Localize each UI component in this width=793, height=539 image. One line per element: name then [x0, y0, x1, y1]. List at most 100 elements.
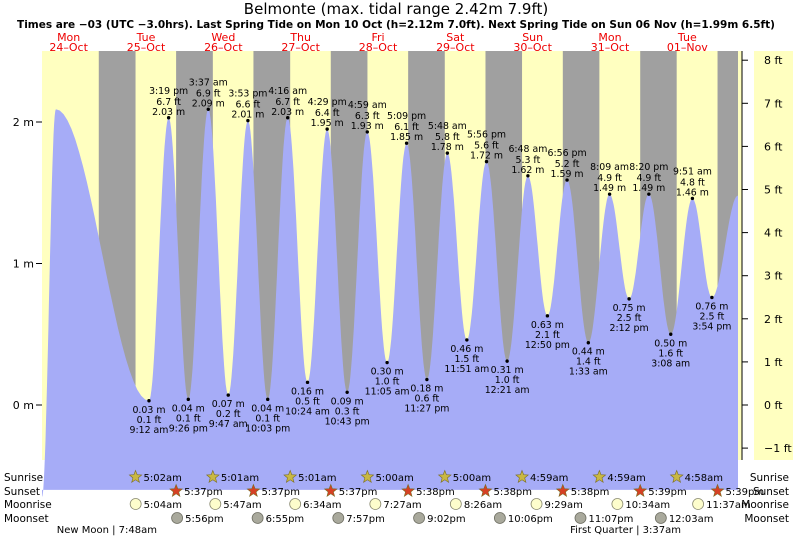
- tide-time-label: 3:37 am: [189, 77, 228, 88]
- tide-point: [586, 341, 591, 345]
- tide-height-m-label: 0.31 m: [491, 365, 524, 376]
- day-header-date: 26–Oct: [204, 41, 243, 54]
- tide-time-label: 5:48 am: [428, 121, 467, 132]
- tide-point: [425, 377, 429, 382]
- tide-height-m-label: 1.46 m: [676, 187, 709, 198]
- moonset-time: 7:57pm: [346, 514, 385, 525]
- tide-time-label: 9:12 am: [130, 425, 169, 436]
- day-header-date: 30–Oct: [513, 41, 552, 54]
- sunrise-time: 4:59am: [530, 473, 568, 484]
- tide-time-label: 2:12 pm: [610, 323, 649, 334]
- sunset-time: 5:37pm: [184, 487, 223, 498]
- moonset-time: 11:07pm: [588, 514, 633, 525]
- tide-point: [526, 174, 530, 178]
- tide-time-label: 10:43 pm: [325, 416, 370, 427]
- tide-height-m-label: 1.49 m: [593, 183, 626, 194]
- tide-time-label: 3:08 am: [651, 358, 690, 369]
- tide-height-m-label: 0.75 m: [613, 303, 646, 314]
- moonset-time: 6:55pm: [266, 514, 305, 525]
- tide-time-label: 9:47 am: [209, 419, 248, 430]
- moonrise-time: 11:37am: [706, 500, 751, 511]
- tide-point: [266, 397, 270, 402]
- sunset-time: 5:39pm: [726, 487, 765, 498]
- tide-height-ft-label: 6.7 ft: [275, 97, 300, 108]
- sunset-icon: [401, 483, 416, 497]
- chart-subtitle: Times are −03 (UTC −3.0hrs). Last Spring…: [17, 19, 775, 31]
- moonset-icon: [413, 512, 425, 524]
- tide-height-ft-label: 0.3 ft: [335, 406, 360, 417]
- tide-labels: 0.03 m0.1 ft9:12 am3:19 pm6.7 ft2.03 m0.…: [130, 77, 732, 435]
- tide-point: [710, 295, 714, 300]
- tide-point: [484, 159, 489, 164]
- sunset-time: 5:37pm: [339, 487, 378, 498]
- tide-height-ft-label: 2.5 ft: [700, 311, 725, 322]
- tide-time-label: 5:56 pm: [467, 130, 506, 141]
- moonset-icon: [493, 512, 506, 524]
- tide-height-m-label: 1.62 m: [511, 165, 544, 176]
- tide-point: [385, 360, 389, 365]
- ft-axis-tick-label: 3 ft: [764, 270, 783, 283]
- tide-height-ft-label: 6.7 ft: [156, 97, 181, 108]
- tide-height-m-label: 0.09 m: [331, 396, 364, 407]
- day-header-date: 29–Oct: [436, 41, 475, 54]
- tide-height-ft-label: 0.6 ft: [415, 394, 440, 405]
- tide-point: [246, 118, 250, 123]
- sunset-time: 5:37pm: [261, 487, 300, 498]
- sunset-time: 5:38pm: [416, 487, 455, 498]
- sunrise-time: 5:01am: [221, 473, 259, 484]
- tide-time-label: 9:51 am: [673, 166, 712, 177]
- tide-height-ft-label: 6.9 ft: [196, 88, 221, 99]
- tide-height-m-label: 0.76 m: [695, 301, 728, 312]
- tide-point: [166, 116, 171, 120]
- moonrise-time: 9:29am: [545, 500, 583, 511]
- tide-height-ft-label: 1.4 ft: [576, 357, 601, 368]
- day-header-date: 24–Oct: [49, 41, 88, 54]
- tide-height-m-label: 0.18 m: [410, 384, 443, 395]
- tide-height-ft-label: 1.6 ft: [658, 348, 683, 359]
- row-label-right-sunrise: Sunrise: [750, 472, 789, 484]
- moonset-icon: [251, 512, 264, 524]
- moonset-time: 10:06pm: [508, 514, 553, 525]
- sunset-icon: [246, 483, 261, 497]
- tide-time-label: 12:50 pm: [525, 340, 570, 351]
- sunrise-time: 5:01am: [298, 473, 336, 484]
- tide-time-label: 10:24 am: [285, 406, 330, 417]
- tide-height-ft-label: 1.0 ft: [375, 377, 400, 388]
- tide-time-label: 10:03 pm: [245, 423, 290, 434]
- tide-height-m-label: 0.04 m: [251, 403, 284, 414]
- row-label-left-sunrise: Sunrise: [4, 472, 43, 484]
- tide-height-ft-label: 5.3 ft: [516, 155, 541, 166]
- tide-point: [505, 359, 509, 363]
- tide-height-m-label: 0.46 m: [450, 344, 483, 355]
- moonrise-icon: [692, 498, 705, 510]
- tide-height-m-label: 1.78 m: [431, 142, 464, 153]
- tide-height-ft-label: 1.5 ft: [454, 354, 479, 365]
- tide-time-label: 4:59 am: [348, 100, 387, 111]
- tide-point: [607, 192, 612, 196]
- sunset-icon: [710, 483, 725, 497]
- sunrise-icon: [205, 469, 220, 483]
- tide-point: [186, 397, 190, 402]
- chart-title: Belmonte (max. tidal range 2.42m 7.9ft): [244, 0, 548, 18]
- tide-time-label: 6:48 am: [508, 144, 547, 155]
- moonrise-icon: [289, 498, 302, 510]
- sunrise-time: 5:00am: [453, 473, 491, 484]
- tide-height-ft-label: 6.4 ft: [315, 108, 340, 119]
- ft-axis-tick-label: 4 ft: [764, 227, 783, 240]
- tide-height-m-label: 0.63 m: [531, 320, 564, 331]
- moonrise-icon: [449, 498, 462, 510]
- sunset-time: 5:39pm: [648, 487, 687, 498]
- tide-height-ft-label: 0.5 ft: [295, 396, 320, 407]
- tide-point: [285, 116, 290, 120]
- tide-time-label: 12:21 am: [485, 385, 530, 396]
- sunrise-time: 4:59am: [607, 473, 645, 484]
- day-header-name: Fri: [371, 31, 384, 44]
- moonrise-time: 6:34am: [303, 500, 341, 511]
- m-axis-tick-label: 1 m: [13, 258, 34, 271]
- tide-height-ft-label: 4.8 ft: [680, 177, 705, 188]
- day-header-date: 25–Oct: [127, 41, 166, 54]
- sunrise-time: 5:00am: [375, 473, 413, 484]
- day-header-name: Wed: [211, 31, 235, 44]
- tide-time-label: 4:16 am: [268, 86, 307, 97]
- tide-point: [465, 338, 469, 342]
